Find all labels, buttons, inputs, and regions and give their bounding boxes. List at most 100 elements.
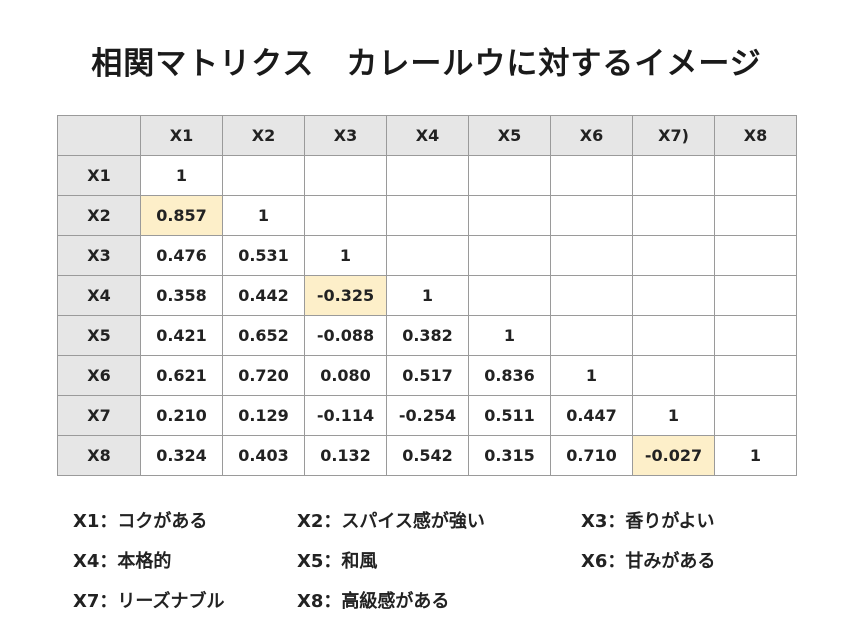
row-header: X5 — [57, 315, 141, 356]
correlation-cell: 0.129 — [222, 395, 305, 436]
correlation-cell: 0.324 — [140, 435, 223, 476]
correlation-cell — [550, 155, 633, 196]
table-row: X5 0.421 0.652 -0.088 0.382 1 — [57, 315, 797, 356]
column-header: X3 — [304, 115, 387, 156]
column-header: X1 — [140, 115, 223, 156]
correlation-cell — [714, 275, 797, 316]
row-header: X2 — [57, 195, 141, 236]
correlation-cell: 1 — [714, 435, 797, 476]
row-header: X3 — [57, 235, 141, 276]
legend-item: X7：リーズナブル — [73, 591, 225, 612]
correlation-cell — [714, 195, 797, 236]
correlation-cell — [468, 275, 551, 316]
correlation-cell — [550, 235, 633, 276]
row-header: X4 — [57, 275, 141, 316]
column-header: X5 — [468, 115, 551, 156]
correlation-cell: 0.447 — [550, 395, 633, 436]
correlation-cell — [386, 155, 469, 196]
table-row: X2 0.857 1 — [57, 195, 797, 236]
row-header: X8 — [57, 435, 141, 476]
table-row: X6 0.621 0.720 0.080 0.517 0.836 1 — [57, 355, 797, 396]
legend-item: X4：本格的 — [73, 551, 172, 572]
correlation-cell — [714, 315, 797, 356]
correlation-cell: 0.476 — [140, 235, 223, 276]
correlation-cell — [468, 195, 551, 236]
correlation-cell: 0.421 — [140, 315, 223, 356]
correlation-cell: -0.088 — [304, 315, 387, 356]
row-header: X6 — [57, 355, 141, 396]
correlation-cell — [468, 155, 551, 196]
legend-row: X1：コクがある X2：スパイス感が強い X3：香りがよい — [73, 508, 793, 548]
page-title: 相関マトリクス カレールウに対するイメージ — [91, 46, 762, 82]
table-row: X7 0.210 0.129 -0.114 -0.254 0.511 0.447 1 — [57, 395, 797, 436]
table-row: X4 0.358 0.442 -0.325 1 — [57, 275, 797, 316]
correlation-cell: 1 — [386, 275, 469, 316]
row-header: X7 — [57, 395, 141, 436]
correlation-cell: -0.325 — [304, 275, 387, 316]
correlation-cell: 0.621 — [140, 355, 223, 396]
correlation-cell — [632, 315, 715, 356]
correlation-cell: 0.531 — [222, 235, 305, 276]
correlation-cell: 0.710 — [550, 435, 633, 476]
column-header: X8 — [714, 115, 797, 156]
legend-row: X4：本格的 X5：和風 X6：甘みがある — [73, 548, 793, 588]
correlation-cell — [632, 195, 715, 236]
legend-item: X5：和風 — [297, 551, 378, 572]
correlation-cell — [550, 195, 633, 236]
correlation-cell: -0.254 — [386, 395, 469, 436]
correlation-cell — [304, 155, 387, 196]
correlation-cell — [304, 195, 387, 236]
correlation-cell: 1 — [140, 155, 223, 196]
correlation-cell — [632, 355, 715, 396]
correlation-cell: 0.652 — [222, 315, 305, 356]
column-header: X7) — [632, 115, 715, 156]
legend-item: X3：香りがよい — [581, 511, 715, 532]
correlation-cell — [386, 235, 469, 276]
variable-legend: X1：コクがある X2：スパイス感が強い X3：香りがよい X4：本格的 X5：和風 X6… — [73, 508, 793, 628]
correlation-cell — [714, 395, 797, 436]
correlation-cell — [714, 235, 797, 276]
correlation-cell — [468, 235, 551, 276]
legend-item: X2：スパイス感が強い — [297, 511, 485, 532]
table-header-row: X1 X2 X3 X4 X5 X6 X7) X8 — [57, 115, 797, 156]
correlation-cell: -0.114 — [304, 395, 387, 436]
correlation-cell — [632, 155, 715, 196]
correlation-cell: 0.442 — [222, 275, 305, 316]
table-row: X1 1 — [57, 155, 797, 196]
correlation-cell: 0.836 — [468, 355, 551, 396]
legend-item: X8：高級感がある — [297, 591, 450, 612]
correlation-cell — [550, 315, 633, 356]
correlation-cell: 0.210 — [140, 395, 223, 436]
correlation-cell: 0.403 — [222, 435, 305, 476]
legend-item: X6：甘みがある — [581, 551, 716, 572]
table-row: X3 0.476 0.531 1 — [57, 235, 797, 276]
correlation-cell: 0.720 — [222, 355, 305, 396]
correlation-cell: -0.027 — [632, 435, 715, 476]
correlation-cell: 0.382 — [386, 315, 469, 356]
correlation-cell: 1 — [550, 355, 633, 396]
legend-row: X7：リーズナブル X8：高級感がある — [73, 588, 793, 628]
table-corner-cell — [57, 115, 141, 156]
correlation-cell — [714, 155, 797, 196]
correlation-cell: 0.857 — [140, 195, 223, 236]
correlation-cell: 1 — [632, 395, 715, 436]
correlation-cell — [632, 275, 715, 316]
correlation-cell: 0.517 — [386, 355, 469, 396]
correlation-cell: 1 — [468, 315, 551, 356]
correlation-matrix-table: X1 X2 X3 X4 X5 X6 X7) X8 X1 1 X2 0.857 1 X3 0.… — [57, 115, 797, 476]
column-header: X4 — [386, 115, 469, 156]
row-header: X1 — [57, 155, 141, 196]
correlation-cell: 1 — [304, 235, 387, 276]
correlation-cell — [714, 355, 797, 396]
correlation-cell — [386, 195, 469, 236]
correlation-cell — [632, 235, 715, 276]
correlation-cell — [550, 275, 633, 316]
correlation-cell — [222, 155, 305, 196]
correlation-cell: 0.542 — [386, 435, 469, 476]
table-row: X8 0.324 0.403 0.132 0.542 0.315 0.710 -0.027 1 — [57, 435, 797, 476]
correlation-cell: 0.132 — [304, 435, 387, 476]
column-header: X6 — [550, 115, 633, 156]
correlation-cell: 1 — [222, 195, 305, 236]
correlation-cell: 0.358 — [140, 275, 223, 316]
column-header: X2 — [222, 115, 305, 156]
